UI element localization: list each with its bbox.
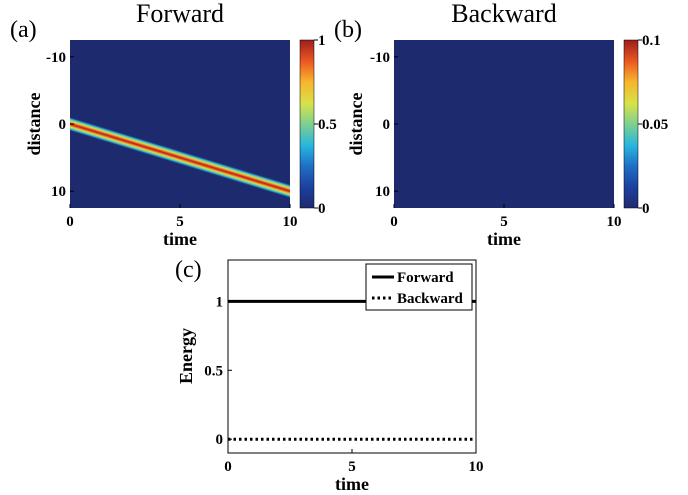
legend-label-forward: Forward bbox=[397, 270, 454, 286]
y-tick-label: -10 bbox=[46, 50, 66, 66]
title-backward: Backward bbox=[451, 0, 556, 28]
x-tick-label: 5 bbox=[348, 459, 356, 475]
legend-label-backward: Backward bbox=[397, 291, 463, 307]
title-forward: Forward bbox=[136, 0, 224, 28]
panel-label-b: (b) bbox=[334, 17, 362, 43]
ylabel-b: distance bbox=[346, 92, 366, 155]
colorbar-tick-label: 0.1 bbox=[642, 33, 661, 49]
colorbar-a bbox=[299, 39, 315, 209]
pulse-band bbox=[70, 114, 290, 201]
pulse-stripe bbox=[70, 114, 290, 201]
colorbar-tick-label: 0 bbox=[642, 201, 650, 217]
heatmap-backward bbox=[394, 40, 614, 208]
xlabel-b: time bbox=[487, 229, 521, 249]
ylabel-a: distance bbox=[24, 92, 44, 155]
y-tick-label: 0 bbox=[216, 432, 224, 448]
colorbar-tick-label: 0.5 bbox=[318, 117, 337, 133]
panel-energy: (c) 0 5 10 0 0.5 1 time Energy Forward Backw… bbox=[175, 257, 484, 494]
y-tick-label: 0 bbox=[383, 117, 391, 133]
x-tick-label: 0 bbox=[224, 459, 232, 475]
panel-label-c: (c) bbox=[175, 257, 202, 283]
x-tick-label: 10 bbox=[607, 214, 622, 230]
panel-label-a: (a) bbox=[10, 17, 37, 43]
y-tick-label: 10 bbox=[51, 184, 66, 200]
x-tick-label: 10 bbox=[283, 214, 298, 230]
xlabel-c: time bbox=[335, 474, 369, 494]
x-tick-label: 0 bbox=[390, 214, 398, 230]
y-tick-label: 10 bbox=[375, 184, 390, 200]
colorbar-tick-label: 0 bbox=[318, 201, 326, 217]
y-tick-label: 0.5 bbox=[204, 363, 223, 379]
legend: Forward Backward bbox=[365, 263, 473, 311]
ylabel-c: Energy bbox=[176, 328, 196, 384]
colorbar-tick-label: 0.05 bbox=[642, 117, 668, 133]
x-tick-label: 0 bbox=[66, 214, 74, 230]
legend-box bbox=[365, 263, 473, 311]
colorbar-b bbox=[623, 39, 639, 209]
x-tick-label: 10 bbox=[469, 459, 484, 475]
y-tick-label: 0 bbox=[59, 117, 67, 133]
y-tick-label: -10 bbox=[370, 50, 390, 66]
y-tick-label: 1 bbox=[216, 294, 224, 310]
colorbar-tick-label: 1 bbox=[318, 33, 326, 49]
xlabel-a: time bbox=[163, 229, 197, 249]
x-tick-label: 5 bbox=[176, 214, 184, 230]
x-tick-label: 5 bbox=[500, 214, 508, 230]
